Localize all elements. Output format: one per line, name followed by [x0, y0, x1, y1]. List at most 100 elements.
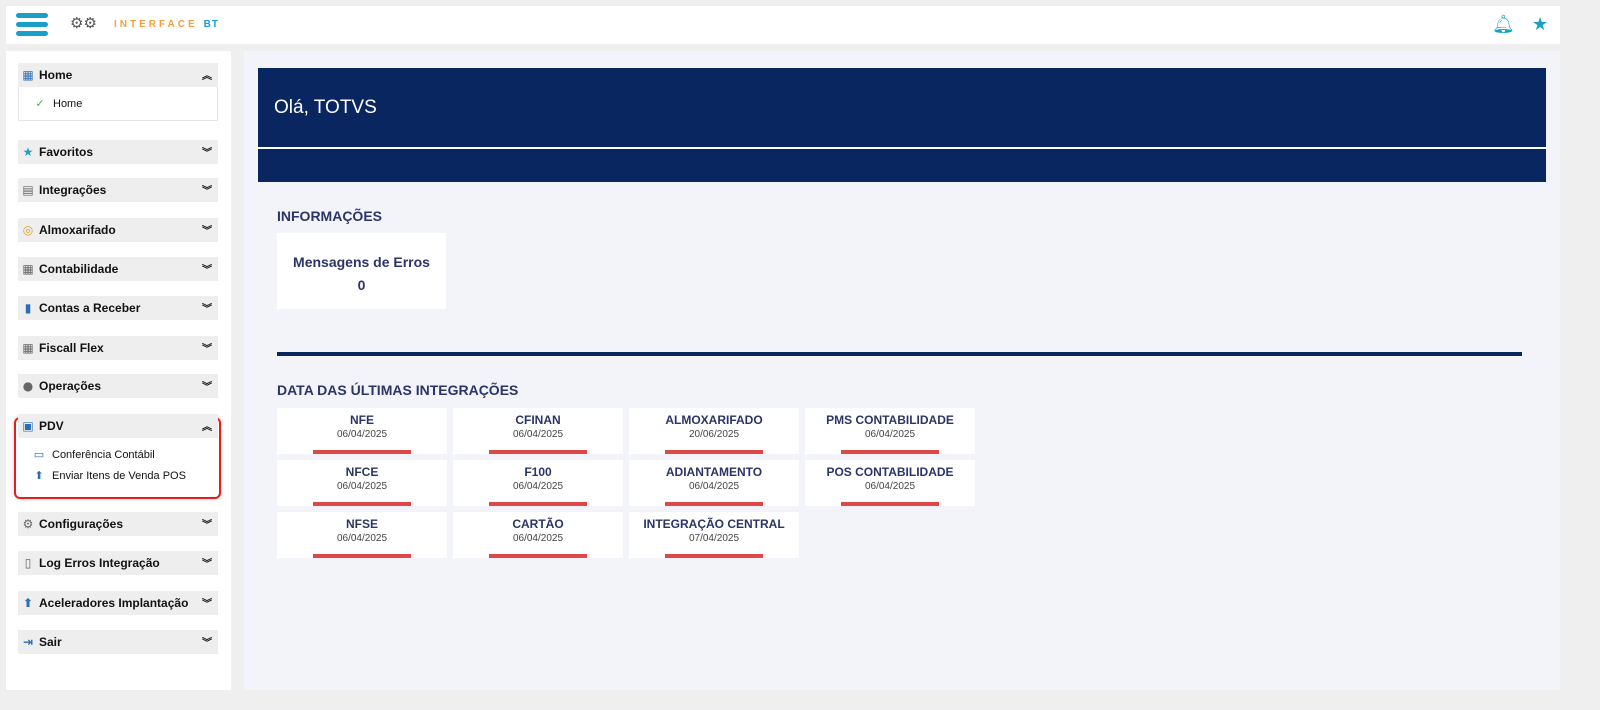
sidebar-header[interactable]: ▦ Home ︽	[18, 63, 218, 87]
status-bar	[489, 554, 587, 558]
sidebar-item[interactable]: ▭ Conferência Contábil	[32, 444, 218, 465]
menu-icon[interactable]	[16, 13, 48, 37]
integration-tile[interactable]: ALMOXARIFADO 20/06/2025	[629, 408, 799, 454]
chevron-down-icon[interactable]: ︾	[202, 148, 212, 159]
chevron-up-icon[interactable]: ︽	[202, 422, 212, 433]
error-messages-card[interactable]: Mensagens de Erros 0	[277, 233, 446, 309]
tile-name: NFE	[350, 413, 374, 427]
sidebar-label: Operações	[39, 379, 102, 393]
status-bar	[313, 502, 411, 506]
sidebar-label: PDV	[39, 419, 64, 433]
sidebar-label: Configurações	[39, 517, 124, 531]
sidebar-section-9: ⚙ Configurações ︾	[18, 512, 218, 536]
error-card-value: 0	[357, 277, 366, 293]
sidebar-header[interactable]: ⇥ Sair ︾	[18, 630, 218, 654]
sidebar-section-1: ★ Favoritos ︾	[18, 140, 218, 164]
coins-icon: ◎	[22, 223, 34, 237]
integration-tile[interactable]: CARTÃO 06/04/2025	[453, 512, 623, 558]
sidebar-header[interactable]: ● Operações ︾	[18, 374, 218, 398]
brand-suffix: BT	[203, 19, 220, 30]
calendar-icon: ▦	[22, 262, 34, 276]
integration-tile[interactable]: NFSE 06/04/2025	[277, 512, 447, 558]
status-bar	[841, 450, 939, 454]
chevron-down-icon[interactable]: ︾	[202, 599, 212, 610]
sidebar-label: Log Erros Integração	[39, 556, 160, 570]
integration-tile[interactable]: NFE 06/04/2025	[277, 408, 447, 454]
sidebar-header[interactable]: ⬆ Aceleradores Implantação ︾	[18, 591, 218, 615]
chevron-down-icon[interactable]: ︾	[202, 265, 212, 276]
sidebar-header[interactable]: ◎ Almoxarifado ︾	[18, 218, 218, 242]
chevron-down-icon[interactable]: ︾	[202, 304, 212, 315]
sidebar-header[interactable]: ▤ Integrações ︾	[18, 178, 218, 202]
chevron-down-icon[interactable]: ︾	[202, 638, 212, 649]
tile-name: CARTÃO	[512, 517, 564, 531]
status-bar	[841, 502, 939, 506]
tile-date: 06/04/2025	[336, 429, 388, 440]
sidebar-section-12: ⇥ Sair ︾	[18, 630, 218, 654]
sidebar-submenu: ▭ Conferência Contábil ⬆ Enviar Itens de Ve…	[18, 438, 218, 492]
sidebar-header[interactable]: ▦ Contabilidade ︾	[18, 257, 218, 281]
sidebar-header[interactable]: ▦ Fiscall Flex ︾	[18, 336, 218, 360]
sidebar-section-0: ▦ Home ︽ ✓ Home	[18, 63, 218, 121]
arrow-up-circle-icon: ⬆	[22, 596, 34, 610]
exit-icon: ⇥	[22, 635, 34, 649]
tile-date: 06/04/2025	[864, 481, 916, 492]
tile-date: 07/04/2025	[688, 533, 740, 544]
tile-date: 06/04/2025	[512, 481, 564, 492]
sidebar-section-8: ▣ PDV ︽ ▭ Conferência Contábil ⬆ Enviar Itens …	[18, 414, 218, 492]
sidebar-header[interactable]: ★ Favoritos ︾	[18, 140, 218, 164]
document-icon: ▯	[24, 556, 32, 570]
top-header: ⚙⚙ INTERFACE BT 🔔︎ ★	[6, 6, 1560, 44]
tile-name: NFSE	[345, 517, 378, 531]
integration-tile[interactable]: F100 06/04/2025	[453, 460, 623, 506]
sidebar-label: Contabilidade	[39, 262, 119, 276]
sidebar-header[interactable]: ▯ Log Erros Integração ︾	[18, 551, 218, 575]
tile-date: 06/04/2025	[336, 533, 388, 544]
sidebar-label: Sair	[39, 635, 62, 649]
status-bar	[665, 450, 763, 454]
sidebar-label: Favoritos	[39, 145, 94, 159]
welcome-banner: Olá, TOTVS	[258, 68, 1546, 182]
sidebar-item[interactable]: ⬆ Enviar Itens de Venda POS	[32, 465, 218, 486]
chevron-down-icon[interactable]: ︾	[202, 226, 212, 237]
sidebar-submenu: ✓ Home	[18, 87, 218, 121]
sidebar-header[interactable]: ▣ PDV ︽	[18, 414, 218, 438]
gears-logo-icon: ⚙⚙	[70, 14, 97, 32]
chevron-down-icon[interactable]: ︾	[202, 520, 212, 531]
sidebar-header[interactable]: ▮ Contas a Receber ︾	[18, 296, 218, 320]
tile-name: POS CONTABILIDADE	[826, 465, 954, 479]
sidebar-item[interactable]: ✓ Home	[33, 93, 217, 114]
star-icon[interactable]: ★	[1532, 14, 1549, 35]
integration-tile[interactable]: PMS CONTABILIDADE 06/04/2025	[805, 408, 975, 454]
integration-tile[interactable]: ADIANTAMENTO 06/04/2025	[629, 460, 799, 506]
sidebar-header[interactable]: ⚙ Configurações ︾	[18, 512, 218, 536]
tile-name: CFINAN	[515, 413, 561, 427]
status-bar	[665, 554, 763, 558]
chevron-up-icon[interactable]: ︽	[202, 71, 212, 82]
integration-tile[interactable]: CFINAN 06/04/2025	[453, 408, 623, 454]
tile-date: 20/06/2025	[688, 429, 740, 440]
sidebar-section-10: ▯ Log Erros Integração ︾	[18, 551, 218, 575]
sidebar-label: Aceleradores Implantação	[39, 596, 189, 610]
bell-icon[interactable]: 🔔︎	[1492, 14, 1515, 35]
sidebar-section-11: ⬆ Aceleradores Implantação ︾	[18, 591, 218, 615]
chevron-down-icon[interactable]: ︾	[202, 559, 212, 570]
sidebar-section-4: ▦ Contabilidade ︾	[18, 257, 218, 281]
tile-name: ALMOXARIFADO	[665, 413, 763, 427]
tile-date: 06/04/2025	[864, 429, 916, 440]
calculator-icon: ▦	[22, 341, 34, 355]
chevron-down-icon[interactable]: ︾	[202, 344, 212, 355]
integrations-title: DATA DAS ÚLTIMAS INTEGRAÇÕES	[277, 382, 519, 398]
status-bar	[665, 502, 763, 506]
sidebar-label: Home	[39, 68, 73, 82]
integration-tile[interactable]: INTEGRAÇÃO CENTRAL 07/04/2025	[629, 512, 799, 558]
sidebar-item-label: Home	[53, 97, 83, 110]
error-card-label: Mensagens de Erros	[293, 254, 430, 270]
integration-tile[interactable]: NFCE 06/04/2025	[277, 460, 447, 506]
tile-date: 06/04/2025	[688, 481, 740, 492]
chevron-down-icon[interactable]: ︾	[202, 382, 212, 393]
integration-tile[interactable]: POS CONTABILIDADE 06/04/2025	[805, 460, 975, 506]
chevron-down-icon[interactable]: ︾	[202, 186, 212, 197]
arrow-up-circle-icon: ⬆	[34, 469, 44, 482]
greeting: Olá, TOTVS	[274, 97, 377, 118]
